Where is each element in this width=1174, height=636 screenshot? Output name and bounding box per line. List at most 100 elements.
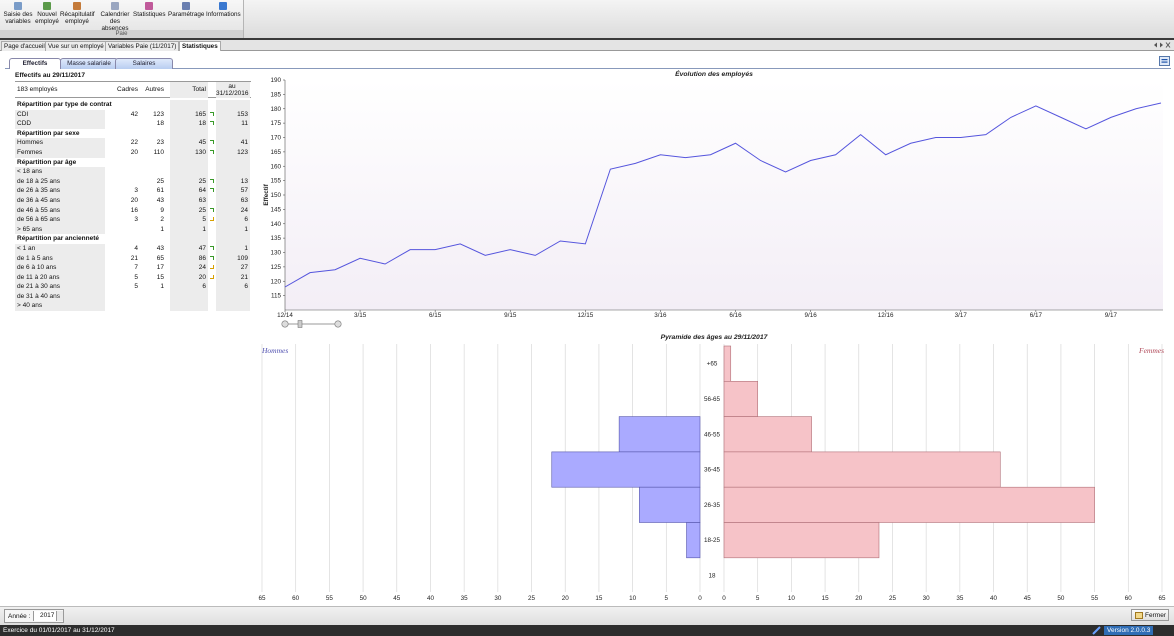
toolbar-button-label: Saisie des variables: [3, 11, 33, 25]
section-title: Répartition par type de contrat: [17, 101, 112, 108]
year-label: Année :: [8, 612, 31, 620]
autres-cell: 17: [156, 264, 164, 272]
tab-nav[interactable]: [1152, 41, 1172, 49]
y-tick-label: 120: [270, 278, 281, 285]
previous-cell: 41: [216, 138, 250, 148]
autres-cell: 43: [156, 196, 164, 204]
zoom-in[interactable]: [334, 320, 342, 328]
category-label: +65: [707, 361, 718, 368]
status-text: Exercice du 01/01/2017 au 31/12/2017: [3, 627, 115, 634]
y-tick-label: 150: [270, 192, 281, 199]
toolbar-button[interactable]: Calendrier des absences: [96, 2, 134, 32]
header-cell: Total: [170, 82, 208, 98]
y-tick-label: 165: [270, 149, 281, 156]
subtab-line: [5, 68, 1171, 69]
row-label: de 31 à 40 ans: [15, 291, 105, 302]
bar: [639, 486, 701, 523]
bar: [723, 522, 880, 559]
year-input[interactable]: 2017: [33, 611, 57, 621]
zoom-out[interactable]: [281, 320, 289, 328]
tab-close[interactable]: [1165, 42, 1171, 48]
total-cell: 20: [170, 272, 208, 283]
toolbar-button[interactable]: Paramétrage: [168, 2, 204, 18]
subtab[interactable]: Salaires: [115, 58, 173, 69]
subtab[interactable]: Masse salariale: [60, 58, 118, 69]
table-row: < 18 ans: [15, 167, 251, 177]
close-icon: [1135, 612, 1143, 619]
trend-icon: [210, 140, 214, 145]
table-row: de 21 à 30 ans 5 1 6 6: [15, 282, 251, 292]
table-row: Femmes 20 110 130 123: [15, 147, 251, 158]
status-icon-shape: [1092, 626, 1101, 635]
total-cell: 6: [170, 282, 208, 292]
previous-cell: 6: [216, 282, 250, 292]
tab[interactable]: Variables Paie (11/2017): [105, 41, 180, 51]
ribbon-group-label: Paie: [0, 30, 243, 38]
toolbar-icon: [14, 2, 22, 10]
tab-next[interactable]: [1160, 42, 1163, 48]
trend-icon: [210, 178, 214, 183]
category-label: 36-45: [704, 467, 721, 474]
row-label: de 26 à 35 ans: [15, 186, 105, 196]
section-row: Répartition par ancienneté: [15, 234, 251, 244]
zoom-slider[interactable]: [281, 320, 342, 328]
status-bar: Exercice du 01/01/2017 au 31/12/2017 Ver…: [0, 625, 1174, 636]
category-label: 46-55: [704, 431, 721, 438]
tab-prev[interactable]: [1154, 42, 1157, 48]
header-cell: Autres: [145, 86, 164, 93]
section-title: Répartition par ancienneté: [17, 235, 99, 243]
zoom-thumb[interactable]: [297, 320, 303, 328]
tab-bar: Page d'accueil Vue sur un employé Variable…: [0, 40, 1174, 51]
previous-cell: 6: [216, 215, 250, 225]
previous-cell: 27: [216, 263, 250, 273]
close-button[interactable]: Fermer: [1131, 609, 1169, 621]
previous-cell: 153: [216, 109, 250, 120]
year-selector[interactable]: Année : 2017: [4, 609, 65, 623]
previous-cell: [216, 167, 250, 177]
header-cell: Cadres: [117, 86, 138, 93]
subtab[interactable]: Effectifs: [9, 58, 61, 69]
row-label: de 11 à 20 ans: [15, 272, 105, 283]
x-tick-label: 65: [1158, 595, 1166, 602]
row-label: > 40 ans: [15, 301, 105, 312]
toolbar-icon: [73, 2, 81, 10]
toolbar-button[interactable]: Récapitulatif employé: [60, 2, 95, 25]
x-tick-label: 50: [1057, 595, 1065, 602]
status-icon: [1092, 626, 1101, 635]
tab[interactable]: Statistiques: [179, 41, 221, 51]
x-tick-label: 5: [756, 595, 760, 602]
y-tick-label: 175: [270, 120, 281, 127]
trend-icon: [210, 245, 214, 250]
export-icon[interactable]: [1159, 56, 1170, 66]
toolbar-button[interactable]: Nouvel employé: [34, 2, 60, 25]
table-row: CDD 18 18 11: [15, 119, 251, 129]
x-tick-label: 35: [956, 595, 964, 602]
export-icon-line: [1161, 59, 1168, 61]
toolbar-button[interactable]: Informations: [206, 2, 241, 18]
cell-bg: [216, 157, 250, 168]
table-row: de 26 à 35 ans 3 61 64 57: [15, 186, 251, 196]
y-tick-label: 160: [270, 163, 281, 170]
trend-icon: [210, 149, 214, 154]
cadres-cell: 16: [130, 206, 138, 214]
y-tick-label: 115: [271, 293, 282, 300]
x-tick-label: 45: [393, 595, 401, 602]
x-tick-label: 6/15: [429, 312, 442, 319]
toolbar-icon: [145, 2, 153, 10]
section-title: Répartition par âge: [17, 158, 77, 166]
x-tick-label: 25: [528, 595, 536, 602]
toolbar-button[interactable]: Statistiques: [133, 2, 166, 18]
year-spinner[interactable]: [56, 611, 64, 621]
total-cell: 1: [170, 224, 208, 235]
total-cell: 25: [170, 176, 208, 187]
previous-cell: 1: [216, 224, 250, 235]
trend-cell: [209, 206, 216, 216]
trend-icon: [210, 207, 214, 212]
section-row: Répartition par type de contrat: [15, 100, 251, 110]
cadres-cell: 4: [134, 244, 138, 252]
toolbar-button[interactable]: Saisie des variables: [2, 2, 34, 25]
x-tick-label: 25: [889, 595, 897, 602]
total-cell: 18: [170, 119, 208, 129]
trend-icon: [210, 111, 214, 116]
cadres-cell: 22: [130, 139, 138, 147]
